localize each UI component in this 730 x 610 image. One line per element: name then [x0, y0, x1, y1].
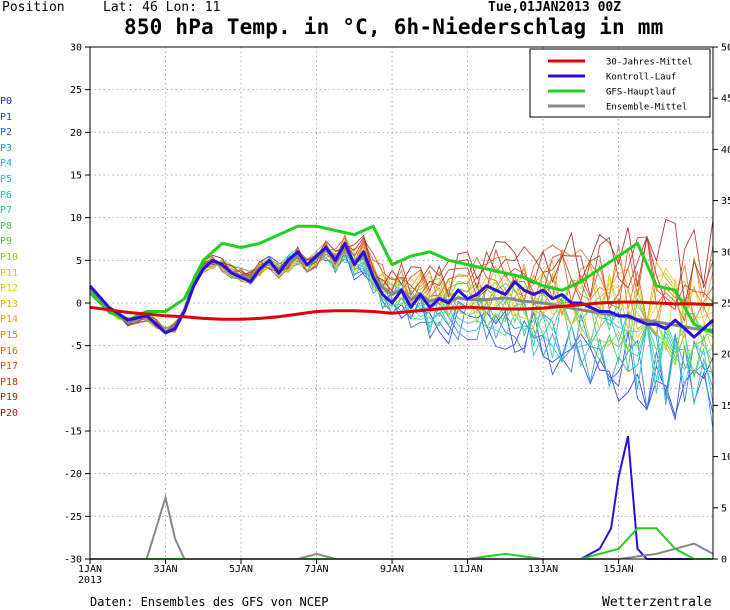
y-left-tick-label: 0: [76, 299, 82, 310]
member-label-p16: P16: [0, 345, 19, 357]
legend: 30-Jahres-Mittel Kontroll-Lauf GFS-Hauptla…: [529, 48, 711, 118]
x-tick-label: 9JAN: [380, 564, 404, 575]
precip-line-ensemble-mittel: [90, 493, 714, 560]
x-tick-label: 15JAN: [604, 564, 634, 575]
brand-name: Wetterzentrale: [602, 595, 712, 610]
series-line-kontroll-lauf: [88, 241, 715, 339]
grid: [90, 47, 713, 559]
member-label-p13: P13: [0, 298, 19, 310]
y-left-tick-label: 25: [70, 85, 82, 96]
y-right-tick-label: 25: [721, 299, 730, 310]
member-label-p10: P10: [0, 252, 19, 263]
member-label-p11: P11: [0, 267, 19, 279]
member-label-p5: P5: [0, 174, 13, 185]
x-tick-label: 1JAN: [78, 564, 102, 575]
y-right-tick-label: 5: [721, 503, 727, 514]
y-right-tick-label: 35: [721, 196, 730, 207]
member-label-p8: P8: [0, 220, 13, 232]
member-label-p0: P0: [0, 96, 13, 107]
series-line-30-jahres-mittel: [89, 300, 714, 321]
member-label-p4: P4: [0, 158, 13, 170]
member-label-p6: P6: [0, 189, 13, 201]
y-right-tick-label: 10: [721, 452, 730, 463]
member-label-p7: P7: [0, 205, 13, 217]
y-left-tick-label: -30: [64, 555, 82, 566]
member-label-p3: P3: [0, 142, 13, 154]
y-left-tick-label: 5: [76, 256, 82, 267]
y-left-tick-label: -15: [64, 427, 82, 438]
y-left-tick-label: -20: [64, 469, 82, 480]
x-tick-label: 7JAN: [304, 564, 328, 575]
member-label-p14: P14: [0, 314, 19, 326]
member-label-p15: P15: [0, 330, 19, 341]
x-tick-sublabel: 2013: [78, 575, 102, 586]
y-left-tick-label: 20: [70, 128, 82, 139]
member-label-p19: P19: [0, 392, 19, 404]
y-left-tick-label: 10: [70, 213, 82, 224]
member-label-p12: P12: [0, 283, 19, 295]
legend-label: 30-Jahres-Mittel: [606, 58, 693, 68]
legend-label: Ensemble-Mittel: [606, 103, 687, 113]
y-right-tick-label: 40: [721, 145, 730, 156]
legend-label: Kontroll-Lauf: [606, 73, 676, 83]
series-line-gfs-hauptlauf: [88, 224, 714, 335]
y-right-tick-label: 45: [721, 94, 730, 105]
member-label-p20: P20: [0, 408, 19, 419]
x-tick-label: 13JAN: [528, 564, 558, 575]
main-series: [88, 224, 715, 339]
y-left-tick-label: 15: [70, 171, 82, 182]
y-right-tick-label: 0: [721, 555, 727, 566]
y-right-tick-label: 20: [721, 350, 730, 361]
legend-label: GFS-Hauptlauf: [606, 88, 676, 98]
x-tick-label: 3JAN: [153, 564, 177, 575]
x-tick-label: 5JAN: [229, 564, 253, 575]
x-tick-label: 11JAN: [453, 564, 483, 575]
header-position-label: Position: [2, 0, 65, 15]
y-left-tick-label: -10: [64, 384, 82, 395]
member-label-p1: P1: [0, 111, 13, 123]
y-right-tick-label: 15: [721, 401, 730, 412]
header-latlon: Lat: 46 Lon: 11: [103, 0, 221, 15]
y-right-tick-label: 30: [721, 247, 730, 258]
header-run-time: Tue,01JAN2013 00Z: [488, 0, 622, 15]
y-right-tick-label: 50: [721, 43, 730, 54]
member-label-p9: P9: [0, 236, 13, 248]
y-left-tick-label: -25: [64, 512, 82, 523]
data-source-note: Daten: Ensembles des GFS von NCEP: [90, 595, 329, 609]
y-left-tick-label: 30: [70, 43, 82, 54]
member-label-p2: P2: [0, 127, 13, 139]
member-label-p17: P17: [0, 361, 19, 373]
chart-title: 850 hPa Temp. in °C, 6h-Niederschlag in …: [124, 15, 664, 39]
y-left-tick-label: -5: [70, 341, 82, 352]
member-label-p18: P18: [0, 376, 19, 388]
